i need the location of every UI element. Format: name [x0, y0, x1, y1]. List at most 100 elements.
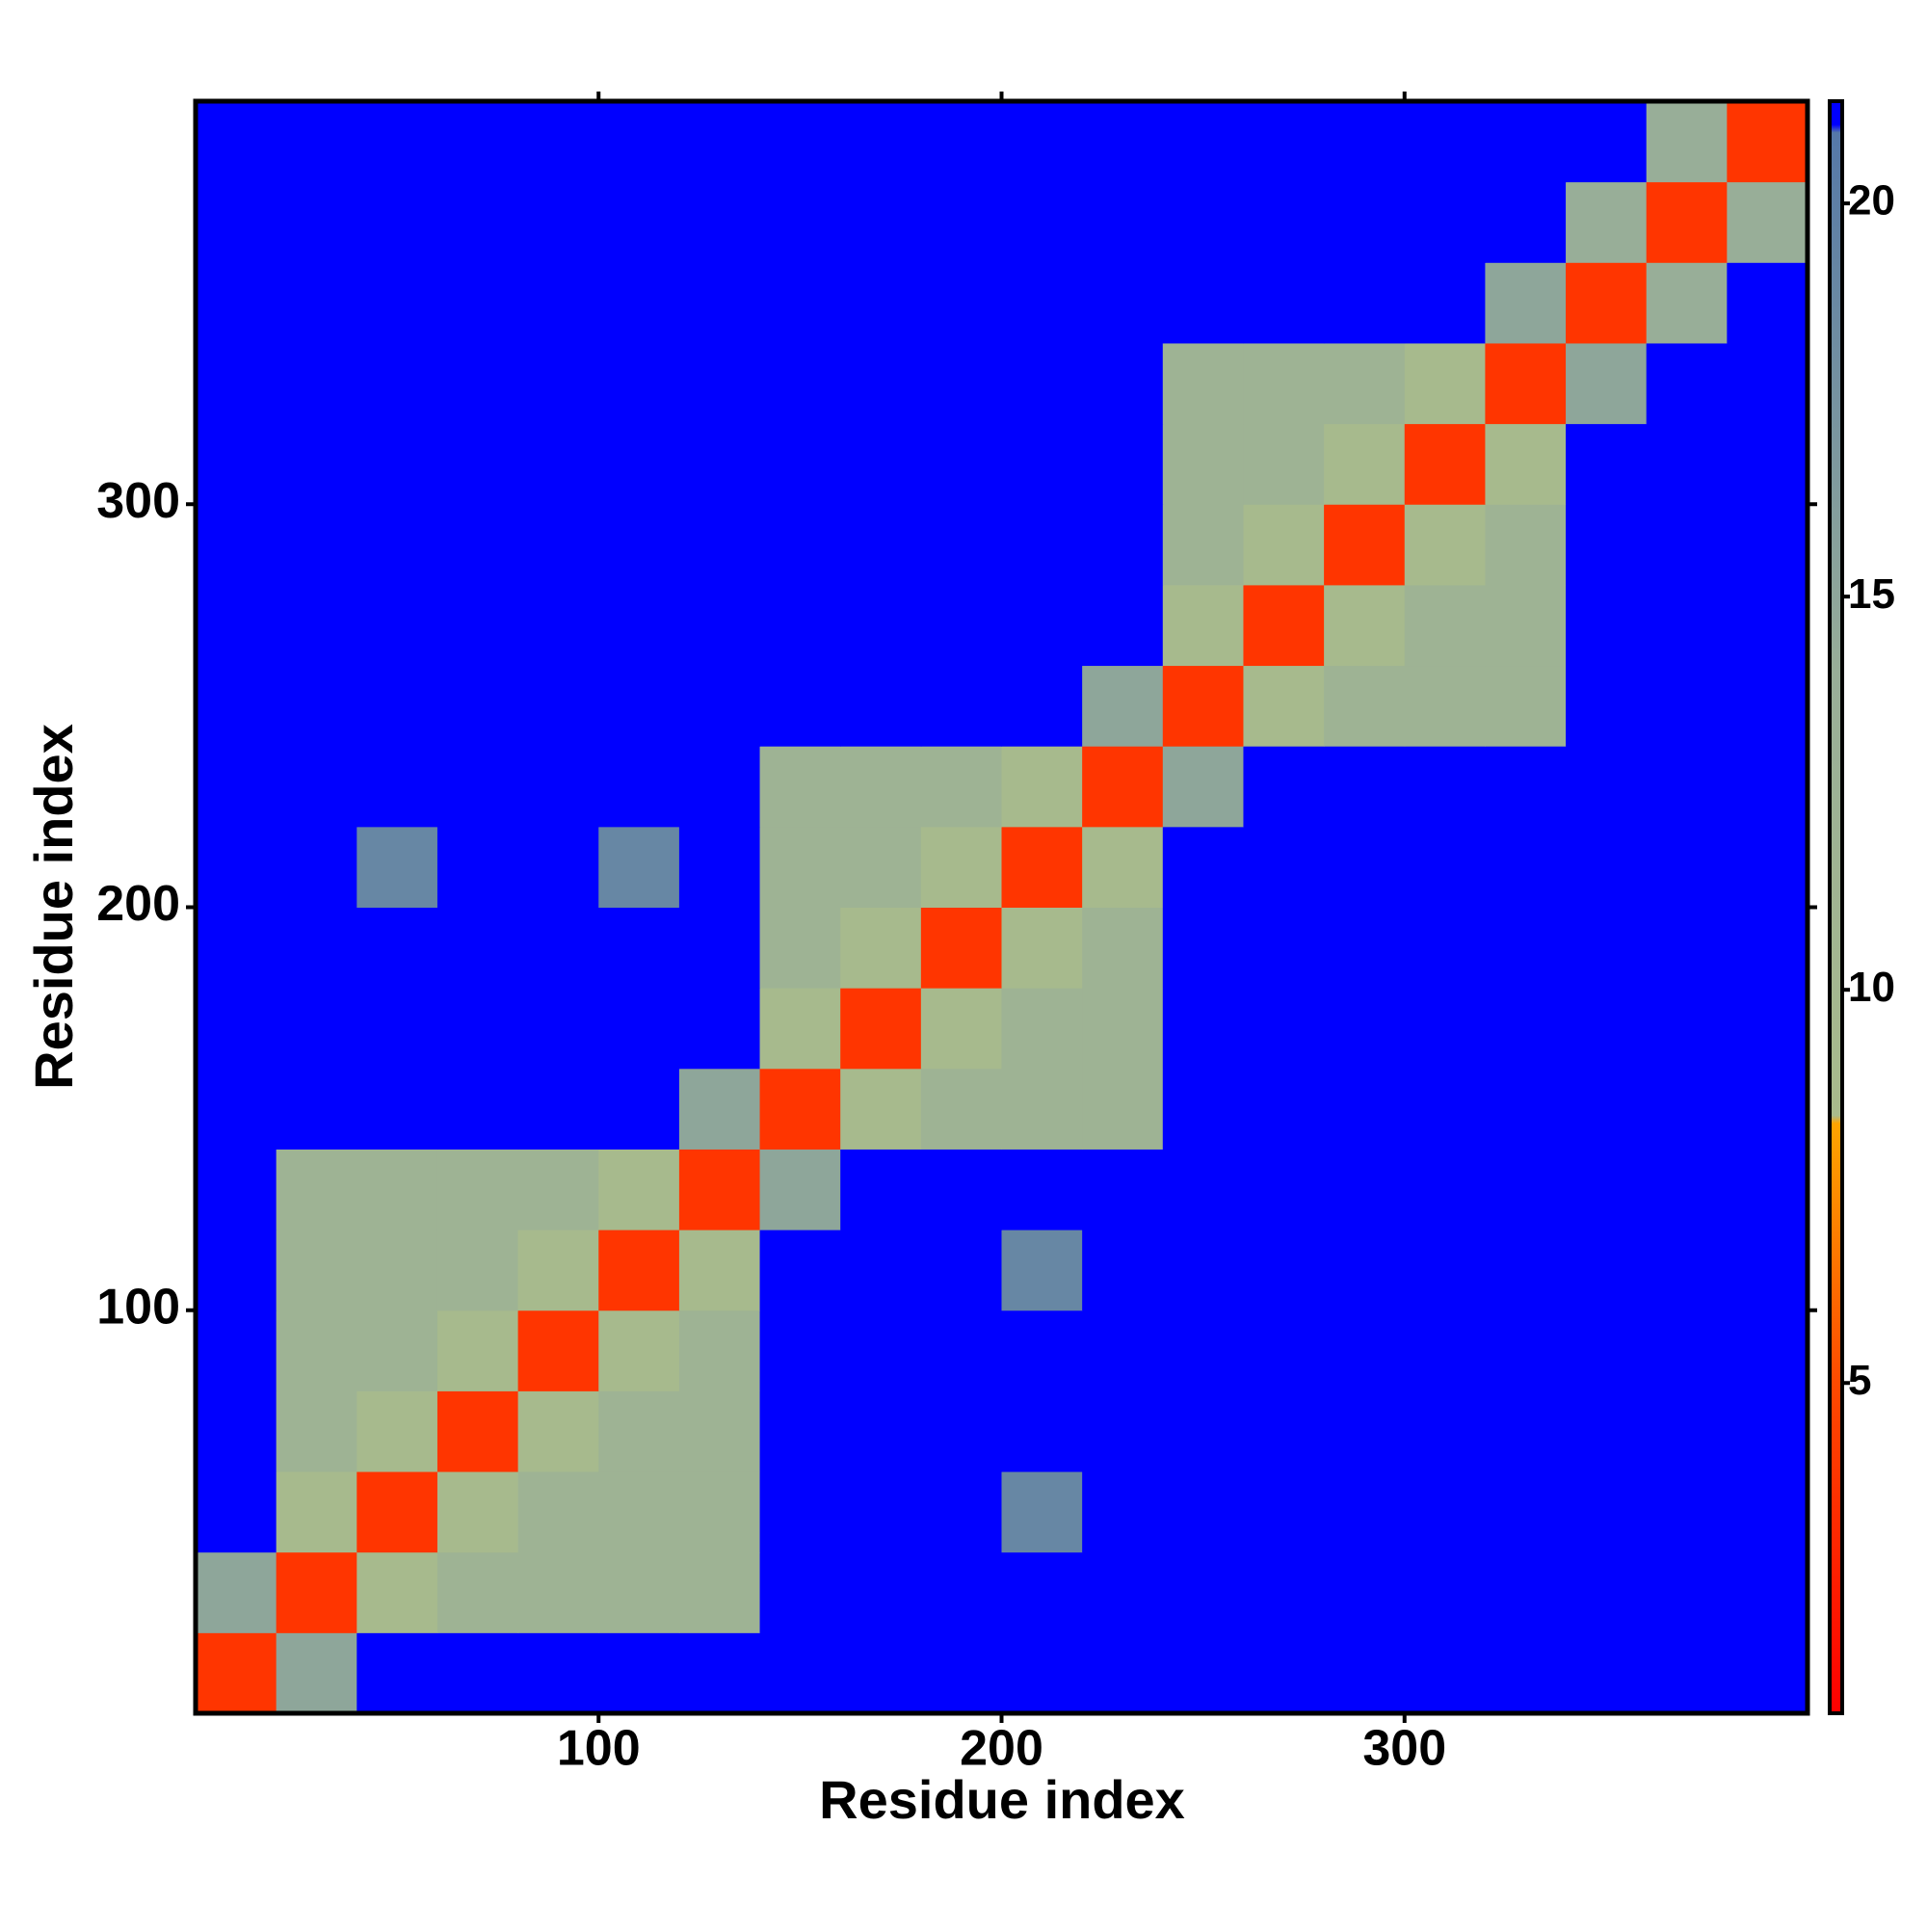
heatmap-cell [1566, 1068, 1648, 1150]
heatmap-cell [356, 1632, 438, 1714]
heatmap-cell [840, 1310, 922, 1391]
heatmap-cell [678, 826, 761, 908]
heatmap-cell [1646, 262, 1728, 344]
heatmap-cell [1646, 1471, 1728, 1553]
heatmap-cell [1001, 101, 1083, 183]
colorbar-tick-label: 20 [1848, 177, 1895, 225]
heatmap-cell [1082, 1068, 1164, 1150]
heatmap-cell [1485, 181, 1567, 263]
heatmap-cell [598, 1390, 680, 1472]
heatmap-cell [356, 181, 438, 263]
heatmap-cell [1082, 907, 1164, 989]
y-tick-label: 100 [96, 1279, 180, 1335]
heatmap-cell [1404, 1471, 1486, 1553]
heatmap-cell [759, 101, 841, 183]
heatmap-cell [678, 1068, 761, 1150]
heatmap-cell [1162, 1632, 1244, 1714]
heatmap-cell [920, 101, 1002, 183]
heatmap-cell [1082, 504, 1164, 586]
heatmap-cell [517, 907, 599, 989]
heatmap-cell [517, 423, 599, 505]
heatmap-cell [1324, 1471, 1406, 1553]
heatmap-cell [920, 746, 1002, 828]
heatmap-cell [517, 746, 599, 828]
heatmap-cell [1001, 826, 1083, 908]
heatmap-cell [1566, 584, 1648, 667]
heatmap-cell [1485, 1471, 1567, 1553]
heatmap-cell [1727, 1310, 1808, 1391]
heatmap-cell [1001, 423, 1083, 505]
heatmap-cell [1727, 1068, 1808, 1150]
heatmap-cell [1646, 1310, 1728, 1391]
heatmap-cell [1324, 101, 1406, 183]
heatmap-cell [196, 1551, 277, 1633]
heatmap-cell [436, 504, 519, 586]
heatmap-cell [436, 826, 519, 908]
heatmap-cell [436, 423, 519, 505]
heatmap-cell [1243, 584, 1325, 667]
heatmap-cell [1082, 342, 1164, 425]
heatmap-cell [517, 101, 599, 183]
heatmap-cell [436, 1149, 519, 1231]
heatmap-cell [1566, 746, 1648, 828]
heatmap-cell [759, 1551, 841, 1633]
heatmap-cell [436, 907, 519, 989]
heatmap-cell [436, 262, 519, 344]
heatmap-cell [1485, 1310, 1567, 1391]
heatmap-cell [276, 262, 357, 344]
heatmap-cell [196, 181, 277, 263]
heatmap-cell [436, 746, 519, 828]
heatmap-cell [436, 988, 519, 1070]
heatmap-cell [1646, 1632, 1728, 1714]
heatmap-cell [1727, 746, 1808, 828]
heatmap-cell [1404, 1551, 1486, 1633]
heatmap-cell [1324, 342, 1406, 425]
heatmap-cell [598, 1310, 680, 1391]
heatmap-cell [1485, 1632, 1567, 1714]
heatmap-cell [1404, 584, 1486, 667]
heatmap-cell [1243, 1310, 1325, 1391]
heatmap-cell [678, 907, 761, 989]
heatmap-cell [920, 665, 1002, 747]
heatmap-cell [1324, 1068, 1406, 1150]
heatmap-cell [759, 1471, 841, 1553]
heatmap-cell [1646, 907, 1728, 989]
heatmap-cell [1082, 1310, 1164, 1391]
heatmap-cell [1082, 1632, 1164, 1714]
heatmap-cell [1243, 988, 1325, 1070]
heatmap-cell [196, 1390, 277, 1472]
heatmap-cell [920, 1632, 1002, 1714]
heatmap-cell [1646, 423, 1728, 505]
heatmap-cell [598, 584, 680, 667]
heatmap-cell [1646, 1390, 1728, 1472]
heatmap-cell [759, 1149, 841, 1231]
heatmap-cell [276, 1068, 357, 1150]
heatmap-cell [1082, 746, 1164, 828]
heatmap-cell [678, 1551, 761, 1633]
heatmap-cell [1727, 504, 1808, 586]
heatmap-cell [276, 1471, 357, 1553]
heatmap-cell [356, 665, 438, 747]
heatmap-cell [517, 1471, 599, 1553]
heatmap-cell [1243, 1471, 1325, 1553]
heatmap-cell [759, 584, 841, 667]
heatmap-cell [1243, 1230, 1325, 1311]
heatmap-cell [1566, 504, 1648, 586]
heatmap-cell [1162, 101, 1244, 183]
heatmap-cell [678, 1471, 761, 1553]
heatmap-cell [1324, 826, 1406, 908]
heatmap-cell [436, 1390, 519, 1472]
heatmap-cell [1243, 101, 1325, 183]
heatmap-cell [1243, 504, 1325, 586]
heatmap-cell [1646, 665, 1728, 747]
heatmap-cell [598, 1632, 680, 1714]
heatmap-cell [598, 746, 680, 828]
heatmap-cell [436, 1230, 519, 1311]
heatmap-cell [920, 262, 1002, 344]
heatmap-cell [1404, 826, 1486, 908]
heatmap-cell [276, 746, 357, 828]
heatmap-cell [517, 584, 599, 667]
heatmap-cell [840, 504, 922, 586]
heatmap-cell [1324, 504, 1406, 586]
